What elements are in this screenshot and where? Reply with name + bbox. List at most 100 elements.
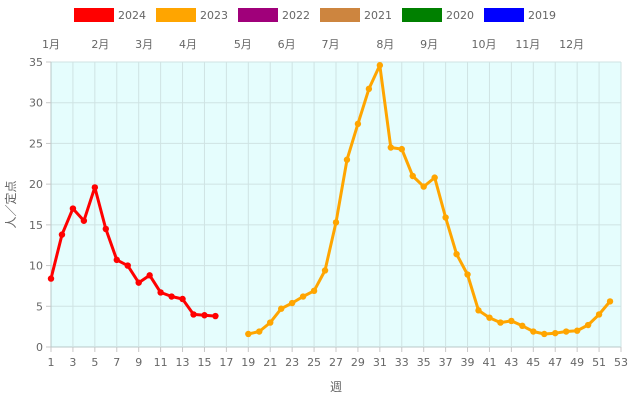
data-point-2023 <box>277 305 285 312</box>
x-tick-label: 45 <box>526 356 540 369</box>
x-tick-label: 51 <box>592 356 606 369</box>
x-tick-label: 21 <box>263 356 277 369</box>
data-point-2023 <box>365 85 373 93</box>
data-point-2023 <box>508 317 515 325</box>
data-point-2023 <box>464 271 471 278</box>
month-label: 8月 <box>376 38 394 51</box>
data-point-2023 <box>486 314 493 321</box>
data-point-2023 <box>343 156 351 163</box>
data-point-2024 <box>157 289 164 296</box>
data-point-2023 <box>530 328 537 335</box>
grid-lines <box>50 61 622 348</box>
x-tick-label: 53 <box>614 356 628 369</box>
x-tick-label: 3 <box>69 356 76 369</box>
legend-swatch <box>74 8 114 22</box>
x-tick-label: 27 <box>329 356 343 369</box>
data-point-2024 <box>190 311 197 318</box>
legend-swatch <box>402 8 442 22</box>
x-tick-label: 13 <box>176 356 190 369</box>
data-point-2023 <box>321 267 329 274</box>
data-point-2023 <box>288 299 296 307</box>
legend-swatch <box>156 8 196 22</box>
data-point-2023 <box>541 330 548 338</box>
data-point-2024 <box>124 262 131 269</box>
legend-label: 2022 <box>282 9 310 22</box>
x-tick-label: 37 <box>439 356 453 369</box>
x-tick-label: 7 <box>113 356 120 369</box>
data-point-2023 <box>376 62 384 69</box>
legend-swatch <box>484 8 524 22</box>
data-point-2024 <box>135 279 142 286</box>
month-labels: 1月 2月 3月 4月 5月 6月 7月 8月 9月 10月 11月 12月 <box>42 38 584 51</box>
month-label: 4月 <box>179 38 197 51</box>
month-label: 3月 <box>135 38 153 51</box>
data-point-2023 <box>409 172 416 180</box>
data-point-2024 <box>168 293 175 300</box>
data-point-2024 <box>69 205 77 212</box>
series-line-2024 <box>49 185 216 318</box>
x-tick-label: 5 <box>91 356 98 369</box>
data-point-2023 <box>431 174 438 181</box>
month-label: 11月 <box>515 38 540 51</box>
y-tick-label: 20 <box>29 178 43 191</box>
month-label: 9月 <box>420 38 438 51</box>
legend: 2024 2023 2022 2021 2020 2019 <box>74 8 556 22</box>
data-point-2024 <box>179 295 186 303</box>
data-point-2023 <box>310 287 318 295</box>
x-tick-label: 25 <box>307 356 321 369</box>
data-point-2024 <box>201 312 208 319</box>
y-tick-label: 0 <box>36 341 43 354</box>
x-tick-label: 9 <box>135 356 142 369</box>
legend-label: 2021 <box>364 9 392 22</box>
x-tick-label: 33 <box>395 356 409 369</box>
x-tick-label: 47 <box>548 356 562 369</box>
x-tick-label: 35 <box>417 356 431 369</box>
data-point-2023 <box>584 321 592 329</box>
legend-label: 2024 <box>118 9 146 22</box>
x-tick-label: 11 <box>154 356 168 369</box>
month-label: 2月 <box>91 38 109 51</box>
y-tick-label: 35 <box>29 56 43 69</box>
month-label: 6月 <box>278 38 296 51</box>
data-point-2024 <box>113 256 120 264</box>
x-tick-label: 41 <box>482 356 496 369</box>
data-point-2023 <box>332 219 340 226</box>
x-tick-label: 17 <box>219 356 233 369</box>
y-tick-label: 30 <box>29 97 43 110</box>
month-label: 10月 <box>471 38 496 51</box>
month-label: 5月 <box>234 38 252 51</box>
x-axis: 1 3 5 7 9 11 13 15 17 19 21 23 25 27 29 31 33 35 37 39 41 43 4… <box>48 347 628 369</box>
data-point-2023 <box>606 298 614 305</box>
data-point-2023 <box>497 319 504 326</box>
x-tick-label: 19 <box>241 356 255 369</box>
data-point-2024 <box>102 225 110 233</box>
data-point-2023 <box>420 183 427 190</box>
x-axis-title: 週 <box>330 380 342 394</box>
x-tick-label: 1 <box>48 356 55 369</box>
month-label: 7月 <box>322 38 340 51</box>
data-point-2023 <box>475 307 482 314</box>
series-layer <box>47 62 614 338</box>
x-tick-label: 23 <box>285 356 299 369</box>
data-point-2023 <box>573 327 581 334</box>
data-point-2024 <box>80 217 88 224</box>
month-label: 12月 <box>559 38 584 51</box>
y-tick-label: 25 <box>29 137 43 150</box>
data-point-2024 <box>146 272 153 279</box>
data-point-2023 <box>245 330 252 338</box>
legend-swatch <box>238 8 278 22</box>
data-point-2023 <box>256 328 263 335</box>
x-tick-label: 29 <box>351 356 365 369</box>
data-point-2023 <box>562 328 570 335</box>
legend-label: 2023 <box>200 9 228 22</box>
data-point-2023 <box>398 145 405 153</box>
y-axis: 0 5 10 15 20 25 30 35 <box>29 56 51 354</box>
data-point-2023 <box>299 293 307 300</box>
data-point-2024 <box>212 312 219 320</box>
x-tick-label: 31 <box>373 356 387 369</box>
month-label: 1月 <box>42 38 60 51</box>
data-point-2023 <box>552 329 559 337</box>
data-point-2024 <box>47 275 55 282</box>
legend-label: 2019 <box>528 9 556 22</box>
